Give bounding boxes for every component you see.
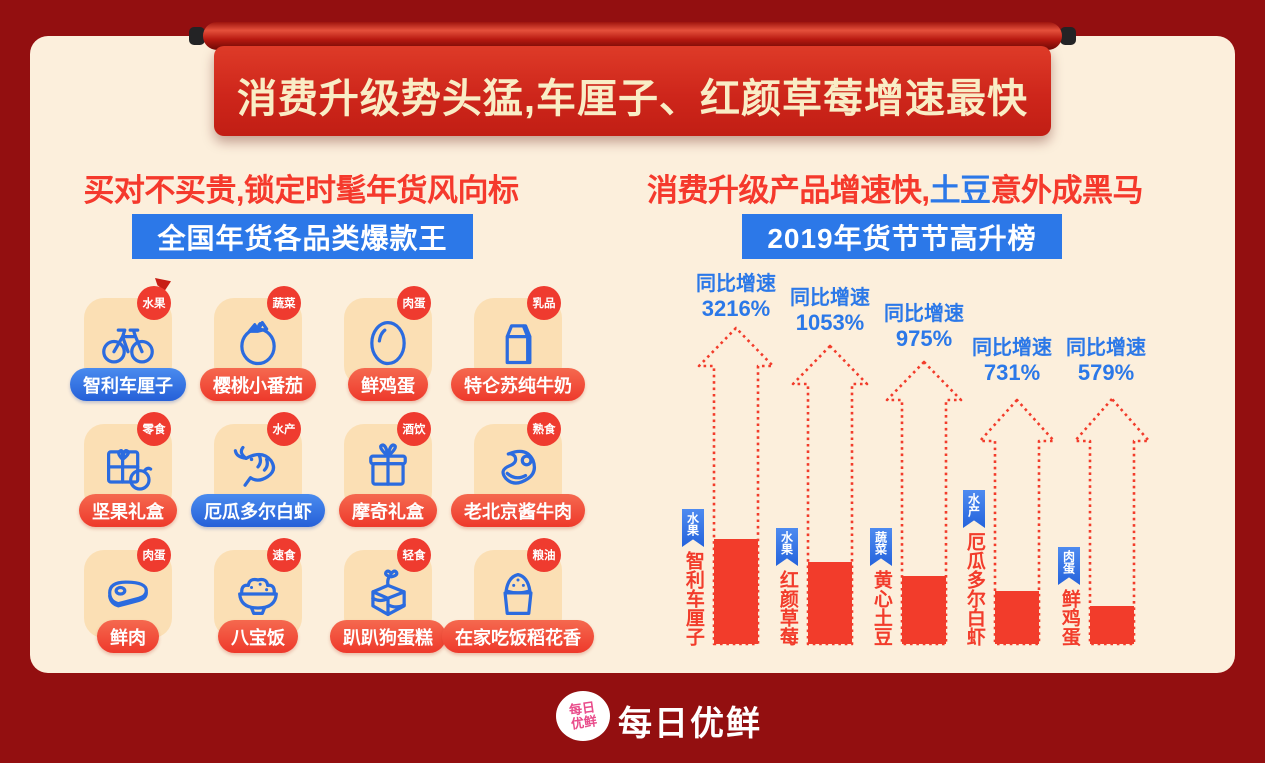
bar-arrow-4 (978, 398, 1056, 646)
missfresh-logo-icon: 每日 优鲜 (556, 691, 610, 741)
bar-category-ribbon: 肉蛋 (1058, 547, 1080, 585)
product-label: 智利车厘子 (70, 368, 186, 401)
category-badge: 零食 (137, 412, 171, 446)
bar-category-label: 智利车厘子 (682, 551, 704, 646)
product-label: 鲜鸡蛋 (348, 368, 428, 401)
right-headline-part2: 意外成黑马 (990, 173, 1144, 208)
product-item-beijing-beef: 熟食 老北京酱牛肉 (451, 412, 585, 534)
title-banner: 消费升级势头猛,车厘子、红颜草莓增速最快 (214, 46, 1051, 136)
product-item-moqi-gift: 酒饮 摩奇礼盒 (323, 412, 453, 534)
bar-arrow-2 (791, 344, 869, 646)
bar-label-group-2: 水果 红颜草莓 (776, 528, 798, 646)
missfresh-wordmark: 每日优鲜 (618, 705, 762, 743)
rice-bag-icon (503, 573, 533, 615)
milk-carton-icon (505, 324, 532, 365)
product-item-fresh-egg: 肉蛋 鲜鸡蛋 (323, 286, 453, 408)
category-badge: 肉蛋 (137, 538, 171, 572)
product-item-eight-treasure-rice: 速食 八宝饭 (193, 538, 323, 660)
nut-gift-box-icon (107, 449, 153, 491)
egg-icon (370, 321, 406, 366)
logo-bubble-text: 每日 优鲜 (568, 699, 598, 732)
poster-title: 消费升级势头猛,车厘子、红颜草莓增速最快 (236, 77, 1029, 121)
gift-box-icon (369, 443, 407, 486)
category-badge: 熟食 (527, 412, 561, 446)
growth-annotation-2: 同比增速 1053% (790, 287, 870, 335)
product-label: 老北京酱牛肉 (451, 494, 585, 527)
product-item-papa-dog-cake: 轻食 趴趴狗蛋糕 (323, 538, 453, 660)
steak-icon (108, 580, 148, 608)
category-badge: 肉蛋 (397, 286, 431, 320)
category-badge: 速食 (267, 538, 301, 572)
product-label: 在家吃饭稻花香 (442, 620, 594, 653)
shrimp-icon (233, 445, 276, 487)
product-label: 趴趴狗蛋糕 (330, 620, 446, 653)
product-label: 特仑苏纯牛奶 (451, 368, 585, 401)
bar-arrow-3 (885, 360, 963, 646)
product-label: 八宝饭 (218, 620, 298, 653)
bar-category-ribbon: 蔬菜 (870, 528, 892, 566)
product-item-chilean-cherry: 水果 智利车厘子 (63, 278, 193, 408)
growth-annotation-5: 同比增速 579% (1066, 337, 1146, 385)
product-label: 厄瓜多尔白虾 (191, 494, 325, 527)
product-item-fresh-meat: 肉蛋 鲜肉 (63, 538, 193, 660)
bar-label-group-3: 蔬菜 黄心土豆 (870, 528, 892, 646)
scroll-knob-right-icon (1060, 27, 1076, 45)
cherry-tomato-icon (240, 321, 276, 366)
product-item-milk: 乳品 特仑苏纯牛奶 (451, 286, 585, 408)
product-label: 鲜肉 (97, 620, 159, 653)
right-headline-highlight: 土豆 (929, 173, 992, 208)
product-item-cherry-tomato: 蔬菜 樱桃小番茄 (193, 286, 323, 408)
category-badge: 粮油 (527, 538, 561, 572)
braised-beef-icon (501, 449, 536, 485)
bar-label-group-5: 肉蛋 鲜鸡蛋 (1058, 547, 1080, 646)
category-badge: 水果 (137, 286, 171, 320)
product-label: 坚果礼盒 (79, 494, 177, 527)
left-section-badge: 全国年货各品类爆款王 (132, 214, 473, 259)
growth-annotation-1: 同比增速 3216% (696, 273, 776, 321)
bar-category-label: 红颜草莓 (776, 570, 798, 646)
rice-bowl-icon (238, 577, 278, 615)
cake-icon (371, 569, 406, 617)
category-badge: 轻食 (397, 538, 431, 572)
growth-annotation-3: 同比增速 975% (884, 303, 964, 351)
bar-label-group-4: 水产 厄瓜多尔白虾 (963, 490, 985, 646)
scroll-knob-left-icon (189, 27, 205, 45)
category-badge: 酒饮 (397, 412, 431, 446)
right-section-badge: 2019年货节节高升榜 (742, 214, 1062, 259)
right-headline-part1: 消费升级产品增速快, (646, 173, 930, 208)
category-badge: 乳品 (527, 286, 561, 320)
category-badge: 蔬菜 (267, 286, 301, 320)
left-section-headline: 买对不买贵,锁定时髦年货风向标 (83, 173, 519, 208)
bar-category-ribbon: 水果 (776, 528, 798, 566)
bar-category-ribbon: 水果 (682, 509, 704, 547)
product-label: 摩奇礼盒 (339, 494, 437, 527)
bicycle-icon (102, 328, 154, 364)
bar-category-label: 厄瓜多尔白虾 (963, 532, 985, 646)
bar-category-label: 黄心土豆 (870, 570, 892, 646)
bar-category-ribbon: 水产 (963, 490, 985, 528)
bar-arrow-5 (1073, 397, 1151, 646)
growth-annotation-4: 同比增速 731% (972, 337, 1052, 385)
product-item-rice: 粮油 在家吃饭稻花香 (442, 538, 594, 660)
scroll-rod-icon (203, 22, 1062, 50)
product-label: 樱桃小番茄 (200, 368, 316, 401)
bar-arrow-1 (697, 326, 775, 646)
bar-category-label: 鲜鸡蛋 (1058, 589, 1080, 646)
product-item-nut-gift: 零食 坚果礼盒 (63, 412, 193, 534)
bar-label-group-1: 水果 智利车厘子 (682, 509, 704, 646)
product-item-white-shrimp: 水产 厄瓜多尔白虾 (191, 412, 325, 534)
category-badge: 水产 (267, 412, 301, 446)
right-section-headline: 消费升级产品增速快,土豆意外成黑马 (630, 165, 1160, 210)
